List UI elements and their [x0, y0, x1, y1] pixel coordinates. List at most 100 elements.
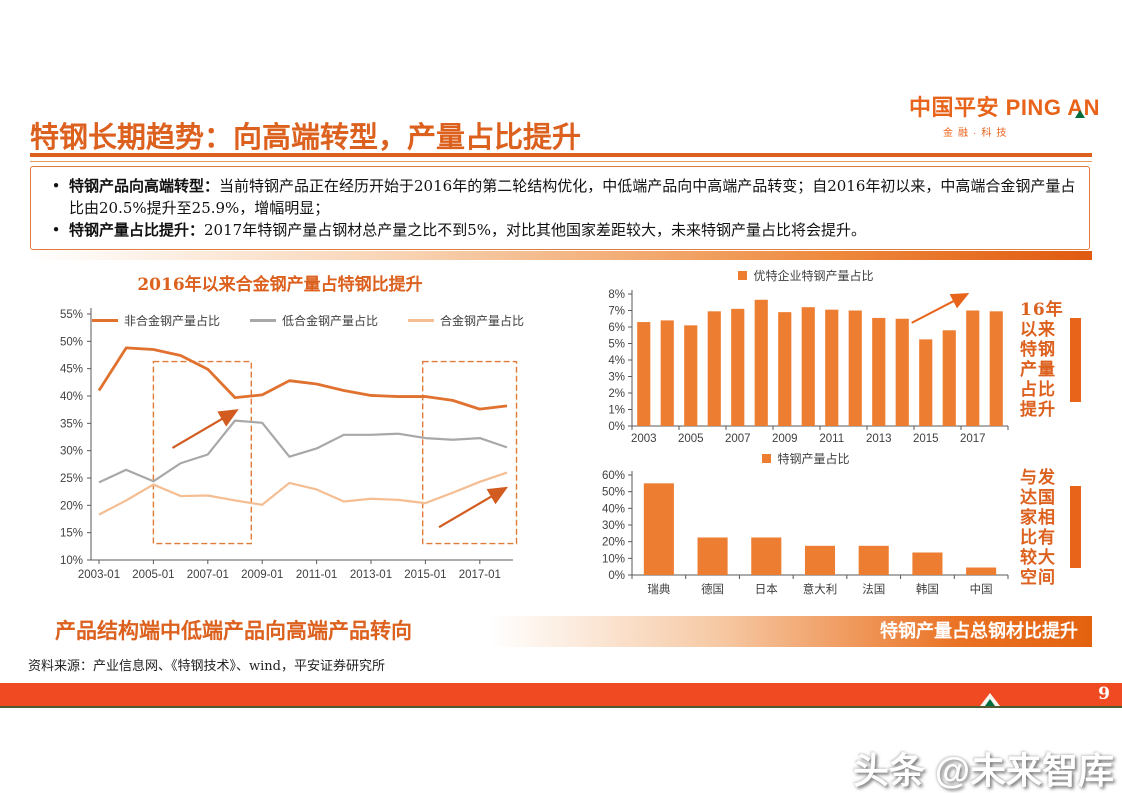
- footer-bar: 9: [0, 683, 1122, 708]
- pingan-logo-en: PING AN: [1005, 95, 1100, 120]
- legend-label: 特钢产量占比: [777, 452, 850, 466]
- bar: [872, 317, 886, 426]
- highlight-dashed-box: [152, 360, 253, 545]
- source-note: 资料来源：产业信息网、《特钢技术》、wind，平安证券研究所: [28, 659, 385, 674]
- pingan-green-triangle-icon: [1075, 110, 1085, 118]
- axis-tick-label: 2%: [608, 388, 625, 400]
- axis-tick-label: 30%: [60, 446, 83, 458]
- bar: [848, 310, 862, 426]
- x-category-label: 2007: [725, 433, 751, 445]
- bar: [801, 307, 815, 426]
- axis-tick-label: 2005-01: [132, 569, 174, 581]
- bullet-item-1: • 特钢产品向高端转型：当前特钢产品正在经历开始于2016年的第二轮结构优化，中…: [43, 175, 1077, 219]
- bullet-item-2: • 特钢产量占比提升：2017年特钢产量占钢材总产量之比不到5%，对比其他国家差…: [43, 219, 1077, 241]
- bar: [707, 311, 721, 426]
- bar: [966, 567, 997, 575]
- x-category-label: 2005: [678, 433, 704, 445]
- pingan-logo: 中国平安 PING AN 金融·科技: [909, 90, 1100, 139]
- axis-tick-label: 4%: [608, 355, 625, 367]
- bar: [778, 312, 792, 426]
- side-note-2: 与发达国家相比有较大空间: [1020, 468, 1081, 588]
- caption-left: 产品结构端中低端产品向高端产品转向: [55, 618, 412, 643]
- bar: [754, 299, 768, 426]
- legend-item: 合金钢产量占比: [408, 312, 524, 329]
- legend-item: 优特企业特钢产量占比: [738, 267, 874, 284]
- bar-chart-2-legend: 特钢产量占比: [598, 450, 1014, 467]
- axis-tick-label: 0%: [608, 570, 625, 582]
- legend-label: 合金钢产量占比: [440, 314, 525, 328]
- bar: [697, 537, 728, 575]
- axis-tick-label: 20%: [60, 500, 83, 512]
- bullet-2-lead: 特钢产量占比提升：: [69, 221, 205, 239]
- axis-tick-label: 40%: [602, 503, 625, 515]
- page-title: 特钢长期趋势：向高端转型，产量占比提升: [30, 120, 582, 154]
- side-note-2-text: 与发达国家相比有较大空间: [1020, 468, 1056, 588]
- bar-chart-1-canvas: 0% 1% 2% 3% 4% 5% 6% 7% 8% 2003 2005 2007 2009 2011 20…: [608, 289, 1009, 445]
- bar: [825, 309, 839, 426]
- pingan-logo-cn: 中国平安: [909, 95, 1000, 120]
- x-category-label: 法国: [862, 582, 885, 596]
- x-category-label: 2015: [913, 433, 939, 445]
- axis-tick-label: 60%: [602, 470, 625, 482]
- line-chart-title: 2016年以来合金钢产量占特钢比提升: [137, 275, 423, 295]
- axis-tick-label: 25%: [60, 473, 83, 485]
- bar: [942, 330, 956, 426]
- bar: [858, 545, 889, 575]
- axis-tick-label: 20%: [602, 537, 625, 549]
- caption-right-banner: 特钢产量占总钢材比提升: [490, 616, 1092, 647]
- axis-tick-label: 35%: [60, 418, 83, 430]
- axis-tick-label: 55%: [60, 309, 83, 321]
- page-number: 9: [1098, 684, 1110, 704]
- axis-tick-label: 8%: [608, 289, 625, 301]
- legend-item: 特钢产量占比: [762, 450, 850, 467]
- trend-arrow: [171, 409, 239, 449]
- axis-tick-label: 7%: [608, 306, 625, 318]
- x-category-label: 德国: [701, 582, 724, 596]
- axis-tick-label: 2003-01: [78, 569, 120, 581]
- axis-tick-label: 50%: [602, 487, 625, 499]
- axis-tick-label: 45%: [60, 364, 83, 376]
- axis-tick-label: 6%: [608, 322, 625, 334]
- axis-tick-label: 2009-01: [241, 569, 283, 581]
- x-category-label: 日本: [755, 582, 778, 596]
- axis-tick-label: 10%: [602, 553, 625, 565]
- bullet-1-lead: 特钢产品向高端转型：: [69, 177, 220, 195]
- side-note-1-text: 16年以来特钢产量占比提升: [1020, 300, 1064, 420]
- axis-tick-label: 50%: [60, 336, 83, 348]
- line-chart-legend: 非合金钢产量占比 低合金钢产量占比 合金钢产量占比: [91, 312, 525, 329]
- legend-swatch: [91, 319, 118, 322]
- trend-arrow: [911, 292, 970, 324]
- bar: [643, 483, 674, 575]
- axis-tick-label: 2015-01: [404, 569, 446, 581]
- bar: [684, 325, 698, 426]
- axis-tick-label: 15%: [60, 528, 83, 540]
- bar: [912, 552, 943, 575]
- bar: [751, 537, 782, 575]
- side-note-2-bar: [1070, 486, 1081, 568]
- axis-tick-label: 10%: [60, 555, 83, 567]
- x-category-label: 2009: [772, 433, 798, 445]
- watermark: 头条 @未来智库: [852, 750, 1114, 791]
- axis-tick-label: 40%: [60, 391, 83, 403]
- bar: [895, 318, 909, 426]
- bar-chart-1-legend: 优特企业特钢产量占比: [598, 267, 1014, 284]
- divider-gradient-bar: [30, 251, 1092, 260]
- bar: [637, 322, 651, 426]
- axis-tick-label: 2017-01: [459, 569, 501, 581]
- x-category-label: 意大利: [803, 582, 838, 596]
- legend-label: 优特企业特钢产量占比: [753, 269, 874, 283]
- x-category-label: 2011: [819, 433, 844, 445]
- axis-tick-label: 2011-01: [296, 569, 337, 581]
- trend-arrow: [438, 486, 509, 529]
- bar: [966, 310, 980, 426]
- bar-chart-special-steel-by-country: 特钢产量占比 0% 10% 20% 30% 40% 50% 60% 瑞典 德国 日本 意大利 法国 韩国…: [598, 449, 1014, 611]
- legend-swatch: [249, 319, 276, 322]
- title-rule-thin: [30, 161, 1092, 162]
- footer-mountain-icon-core: [985, 699, 995, 706]
- summary-bullet-box: • 特钢产品向高端转型：当前特钢产品正在经历开始于2016年的第二轮结构优化，中…: [30, 166, 1090, 250]
- x-category-label: 2003: [631, 433, 657, 445]
- legend-item: 低合金钢产量占比: [249, 312, 378, 329]
- bar: [989, 311, 1003, 426]
- bar: [804, 545, 836, 575]
